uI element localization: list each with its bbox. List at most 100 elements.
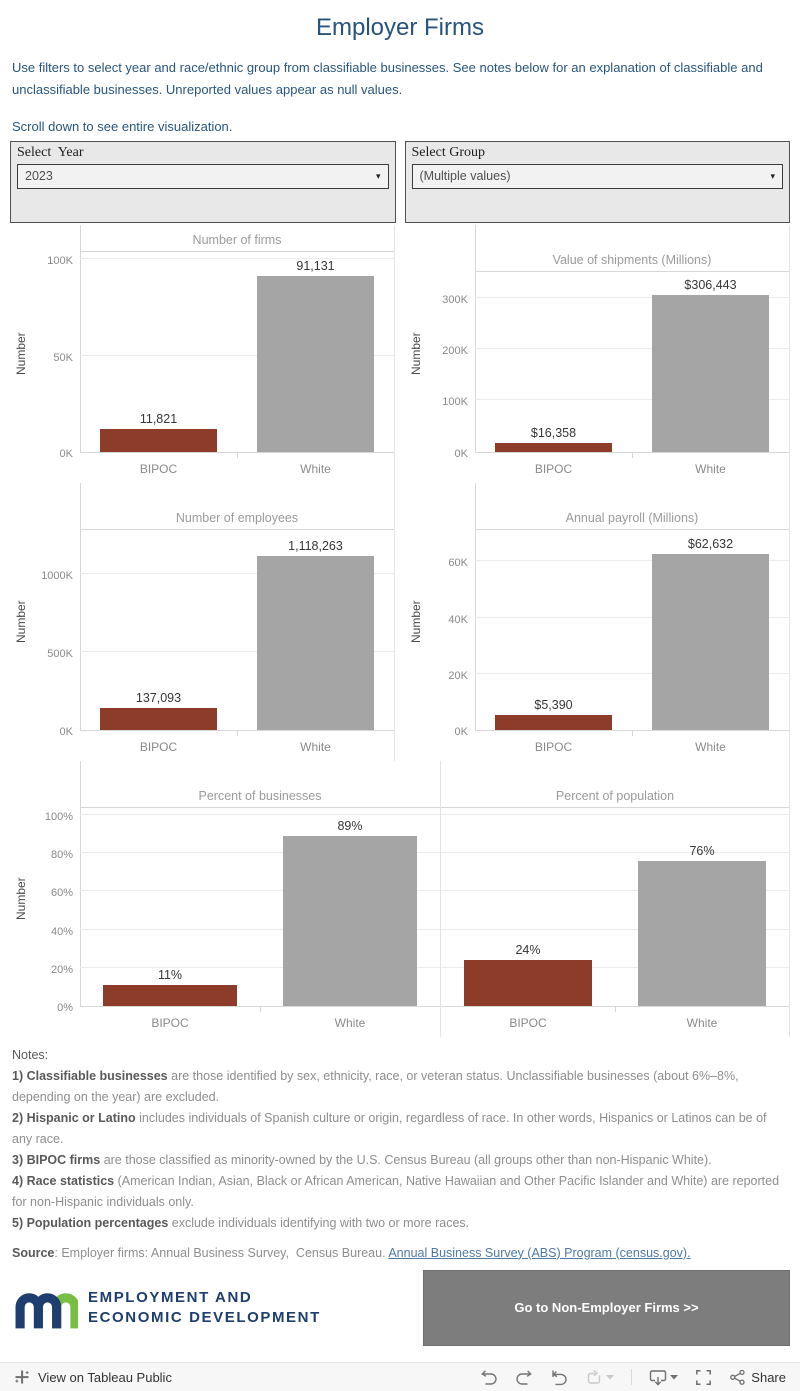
bar-white[interactable]: [637, 860, 767, 1006]
fullscreen-icon[interactable]: [695, 1369, 712, 1386]
gridline: [475, 399, 789, 401]
reset-icon[interactable]: [550, 1369, 568, 1386]
x-category-label: White: [695, 739, 726, 754]
bar-bipoc[interactable]: [495, 443, 612, 452]
gridline: [80, 814, 440, 816]
intro-text: Use filters to select year and race/ethn…: [12, 60, 763, 98]
gridline: [80, 651, 394, 653]
tableau-logo-icon[interactable]: [14, 1369, 30, 1385]
y-tick-label: 0%: [57, 1001, 73, 1014]
footer: EMPLOYMENT AND ECONOMIC DEVELOPMENT Go t…: [10, 1269, 790, 1346]
note-text: are those identified by sex, ethnicity, …: [12, 1068, 739, 1104]
download-icon[interactable]: [649, 1369, 679, 1386]
y-tick-label: 80%: [50, 849, 73, 862]
y-axis-title: Number: [409, 600, 423, 644]
x-category-label: White: [334, 1015, 366, 1030]
bar-bipoc[interactable]: [100, 708, 217, 730]
filter-label: Select Year: [17, 144, 84, 160]
plot-area: Number of firms 11,821 91,131 BIPOC White: [80, 224, 395, 483]
x-category-label: BIPOC: [139, 739, 178, 754]
x-axis-tick: [260, 1006, 261, 1012]
gridline: [80, 258, 394, 260]
non-employer-firms-button[interactable]: Go to Non-Employer Firms >>: [423, 1269, 790, 1346]
chart-title: Percent of businesses: [198, 788, 322, 803]
gridline: [80, 890, 440, 892]
bar-bipoc[interactable]: [463, 960, 593, 1006]
chart-title: Annual payroll (Millions): [565, 510, 699, 525]
gridline: [80, 966, 440, 968]
bar-value-label: $62,632: [687, 537, 734, 552]
plot-area: Percent of businesses 11% 89% BIPOC White: [80, 760, 441, 1037]
y-axis: 0K 20K 40K 60K: [429, 483, 475, 761]
gridline: [80, 573, 394, 575]
note-text: are those classified as minority-owned b…: [100, 1152, 712, 1167]
y-tick-label: 100K: [47, 255, 73, 268]
chart-number-of-employees: Number 0K 500K 1000K Number of employees 1…: [8, 482, 395, 761]
gridline: [441, 966, 789, 968]
chart-title: Number of employees: [175, 510, 299, 525]
y-tick-label: 0K: [454, 725, 468, 738]
notes-section: Notes: 1) Classifiable businesses are th…: [12, 1045, 788, 1234]
note-bold-text: 4) Race statistics: [12, 1173, 115, 1188]
x-category-label: BIPOC: [534, 461, 573, 476]
y-axis: 0K 50K 100K: [34, 225, 80, 483]
y-tick-label: 0K: [59, 725, 73, 738]
bar-white[interactable]: [652, 294, 769, 452]
bar-bipoc[interactable]: [103, 984, 237, 1006]
bar-white[interactable]: [283, 836, 417, 1006]
chart-title: Value of shipments (Millions): [552, 252, 712, 267]
y-tick-label: 500K: [47, 648, 73, 661]
bar-white[interactable]: [257, 276, 374, 452]
view-on-tableau-link[interactable]: View on Tableau Public: [38, 1369, 172, 1385]
chart-number-of-firms: Number 0K 50K 100K Number of firms 11,821 9…: [8, 224, 395, 483]
bar-value-label: 89%: [337, 819, 363, 834]
bar-value-label: 11%: [157, 967, 183, 982]
y-tick-label: 20K: [448, 669, 468, 682]
chart-value-of-shipments: Number 0K 100K 200K 300K Value of shipments…: [403, 224, 790, 483]
x-axis-tick: [237, 452, 238, 458]
redo-icon[interactable]: [515, 1369, 533, 1386]
bar-value-label: 1,118,263: [288, 538, 343, 553]
gridline: [475, 560, 789, 562]
bar-value-label: 24%: [515, 943, 541, 958]
bar-bipoc[interactable]: [495, 714, 612, 730]
y-tick-label: 1000K: [41, 570, 73, 583]
gridline: [475, 616, 789, 618]
bar-white[interactable]: [257, 555, 374, 730]
share-label: Share: [751, 1369, 786, 1385]
x-category-label: BIPOC: [534, 739, 573, 754]
gridline: [475, 296, 789, 298]
chart-title: Number of firms: [192, 232, 282, 247]
year-dropdown-value: 2023: [25, 169, 53, 184]
x-axis-tick: [615, 1006, 616, 1012]
y-axis: 0% 20% 40% 60% 80% 100%: [34, 761, 80, 1037]
source-label: Source: [12, 1245, 55, 1260]
y-axis-title: Number: [409, 332, 423, 376]
share-icon[interactable]: Share: [729, 1369, 786, 1386]
filter-select-group: Select Group (Multiple values) ▾: [404, 140, 790, 223]
bar-bipoc[interactable]: [100, 428, 217, 452]
chevron-down-icon: ▾: [770, 170, 775, 181]
mn-deed-logo: EMPLOYMENT AND ECONOMIC DEVELOPMENT: [10, 1287, 321, 1329]
year-dropdown[interactable]: 2023 ▾: [17, 163, 389, 189]
note-bold-text: 1) Classifiable businesses: [12, 1068, 168, 1083]
undo-icon[interactable]: [480, 1369, 498, 1386]
x-category-label: BIPOC: [509, 1015, 547, 1030]
gridline: [475, 672, 789, 674]
note-text: (American Indian, Asian, Black or Africa…: [12, 1173, 780, 1209]
filter-label: Select Group: [411, 144, 485, 160]
note-item: 2) Hispanic or Latino includes individua…: [12, 1108, 788, 1150]
chart-title: Percent of population: [555, 788, 675, 803]
gridline: [441, 890, 789, 892]
chart-annual-payroll: Number 0K 20K 40K 60K Annual payroll (Milli…: [403, 482, 790, 761]
gridline: [80, 852, 440, 854]
group-dropdown[interactable]: (Multiple values) ▾: [411, 163, 783, 189]
bar-white[interactable]: [652, 554, 769, 730]
note-bold-text: 2) Hispanic or Latino: [12, 1110, 136, 1125]
x-category-label: White: [695, 461, 726, 476]
source-link[interactable]: Annual Business Survey (ABS) Program (ce…: [388, 1245, 691, 1260]
y-axis-title: Number: [14, 332, 28, 376]
bar-value-label: 137,093: [135, 691, 182, 706]
plot-area: Annual payroll (Millions) $5,390 $62,632 …: [475, 482, 790, 761]
gridline: [441, 814, 789, 816]
